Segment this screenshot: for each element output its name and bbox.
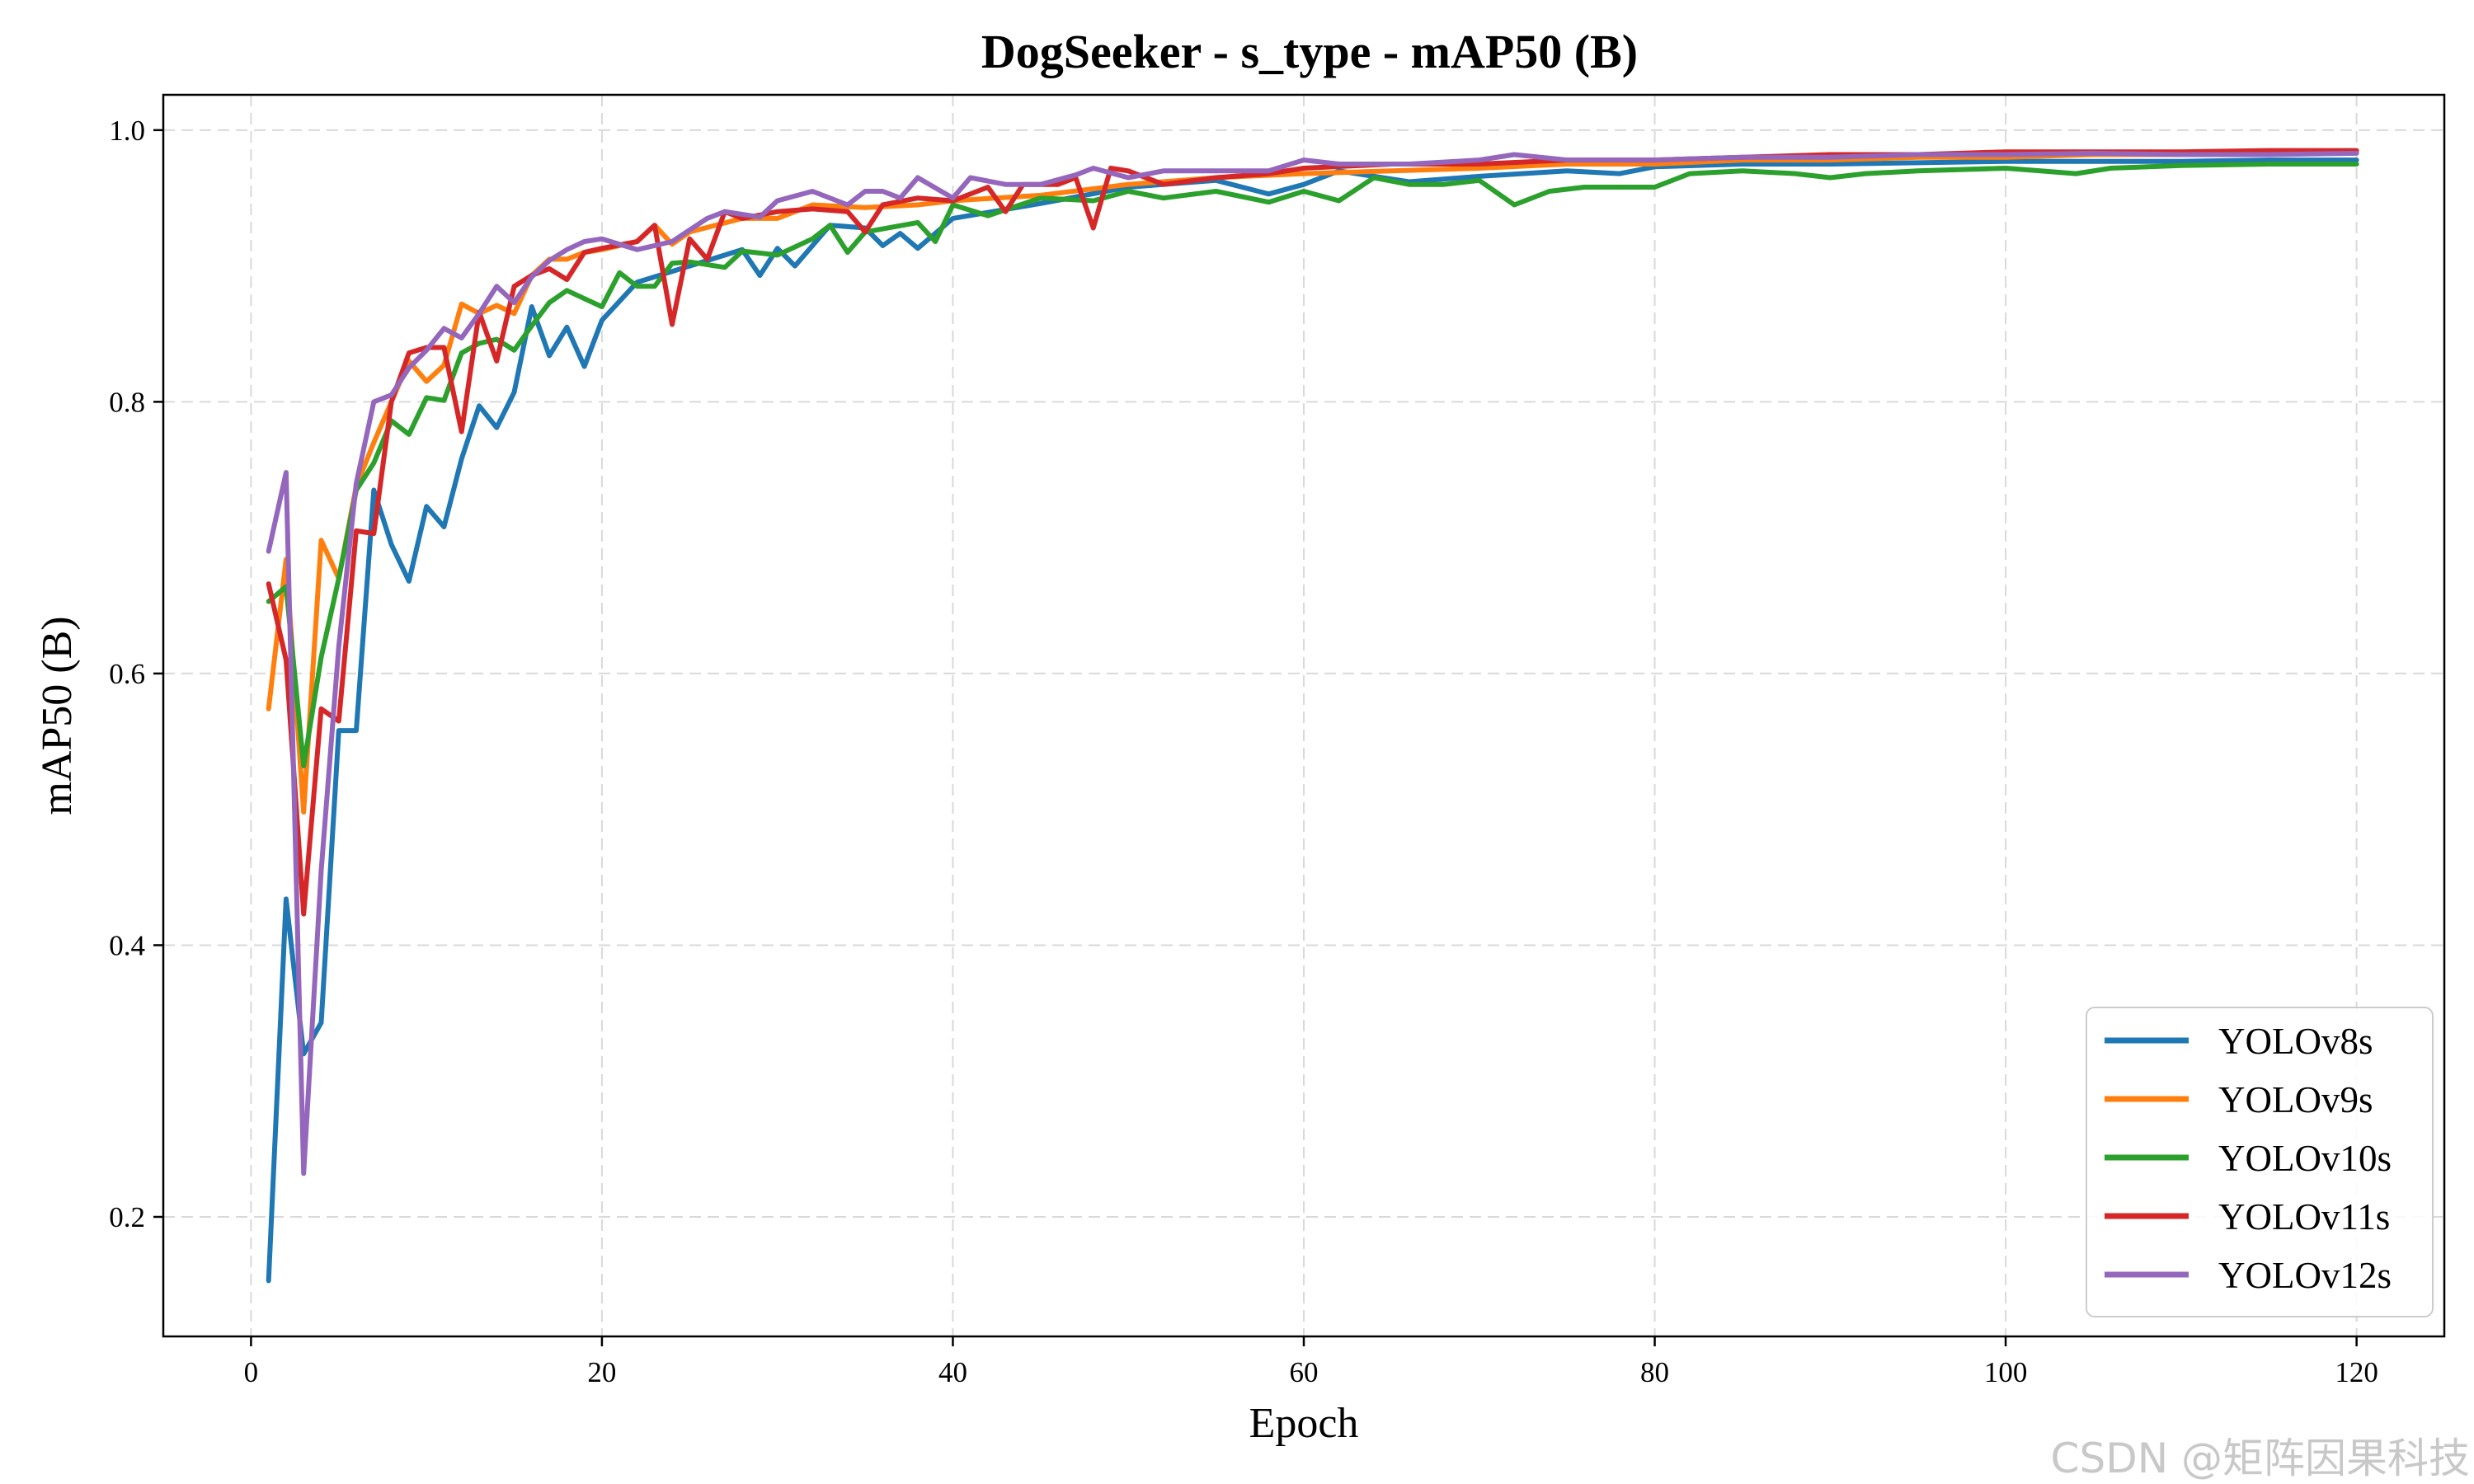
x-tick-label: 100 bbox=[1984, 1356, 2028, 1388]
y-tick-label: 0.4 bbox=[109, 929, 145, 961]
x-tick-label: 20 bbox=[587, 1356, 616, 1388]
series-line-yolov12s bbox=[266, 150, 2359, 1176]
legend-item-yolov10s: YOLOv10s bbox=[2105, 1138, 2392, 1179]
legend-item-yolov11s: YOLOv11s bbox=[2105, 1196, 2390, 1237]
legend-label: YOLOv10s bbox=[2218, 1138, 2392, 1179]
y-tick-label: 0.6 bbox=[109, 658, 145, 690]
x-tick-label: 0 bbox=[244, 1356, 259, 1388]
y-tick-label: 0.8 bbox=[109, 386, 145, 418]
series-line-yolov9s bbox=[266, 149, 2359, 815]
legend-label: YOLOv9s bbox=[2218, 1079, 2373, 1120]
y-tick-label: 0.2 bbox=[109, 1201, 145, 1233]
legend-box bbox=[2086, 1007, 2434, 1317]
legend: YOLOv8s YOLOv9s YOLOv10s YOLOv11s YOLOv12s bbox=[2086, 1007, 2434, 1317]
x-tick-label: 40 bbox=[938, 1356, 967, 1388]
legend-label: YOLOv11s bbox=[2218, 1196, 2390, 1237]
y-axis-label: mAP50 (B) bbox=[34, 616, 81, 815]
x-tick-label: 60 bbox=[1290, 1356, 1319, 1388]
series-lines bbox=[266, 148, 2359, 1284]
legend-label: YOLOv8s bbox=[2218, 1021, 2373, 1062]
x-tick-label: 120 bbox=[2335, 1356, 2378, 1388]
y-tick-label: 1.0 bbox=[109, 115, 145, 147]
x-tick-label: 80 bbox=[1640, 1356, 1669, 1388]
legend-item-yolov9s: YOLOv9s bbox=[2105, 1079, 2373, 1120]
legend-label: YOLOv12s bbox=[2218, 1255, 2392, 1296]
legend-item-yolov8s: YOLOv8s bbox=[2105, 1021, 2373, 1062]
chart-title: DogSeeker - s_type - mAP50 (B) bbox=[981, 25, 1638, 78]
series-line-yolov10s bbox=[266, 162, 2359, 768]
x-axis-label: Epoch bbox=[1249, 1400, 1359, 1447]
series-line-yolov11s bbox=[266, 148, 2359, 917]
legend-item-yolov12s: YOLOv12s bbox=[2105, 1255, 2392, 1296]
series-line-yolov8s bbox=[266, 157, 2359, 1284]
watermark: CSDN @矩阵因果科技 bbox=[2051, 1435, 2470, 1482]
axis-ticks: 0 20 40 60 80 100 120 0.2 0.4 0.6 0.8 1.0 bbox=[109, 115, 2378, 1388]
